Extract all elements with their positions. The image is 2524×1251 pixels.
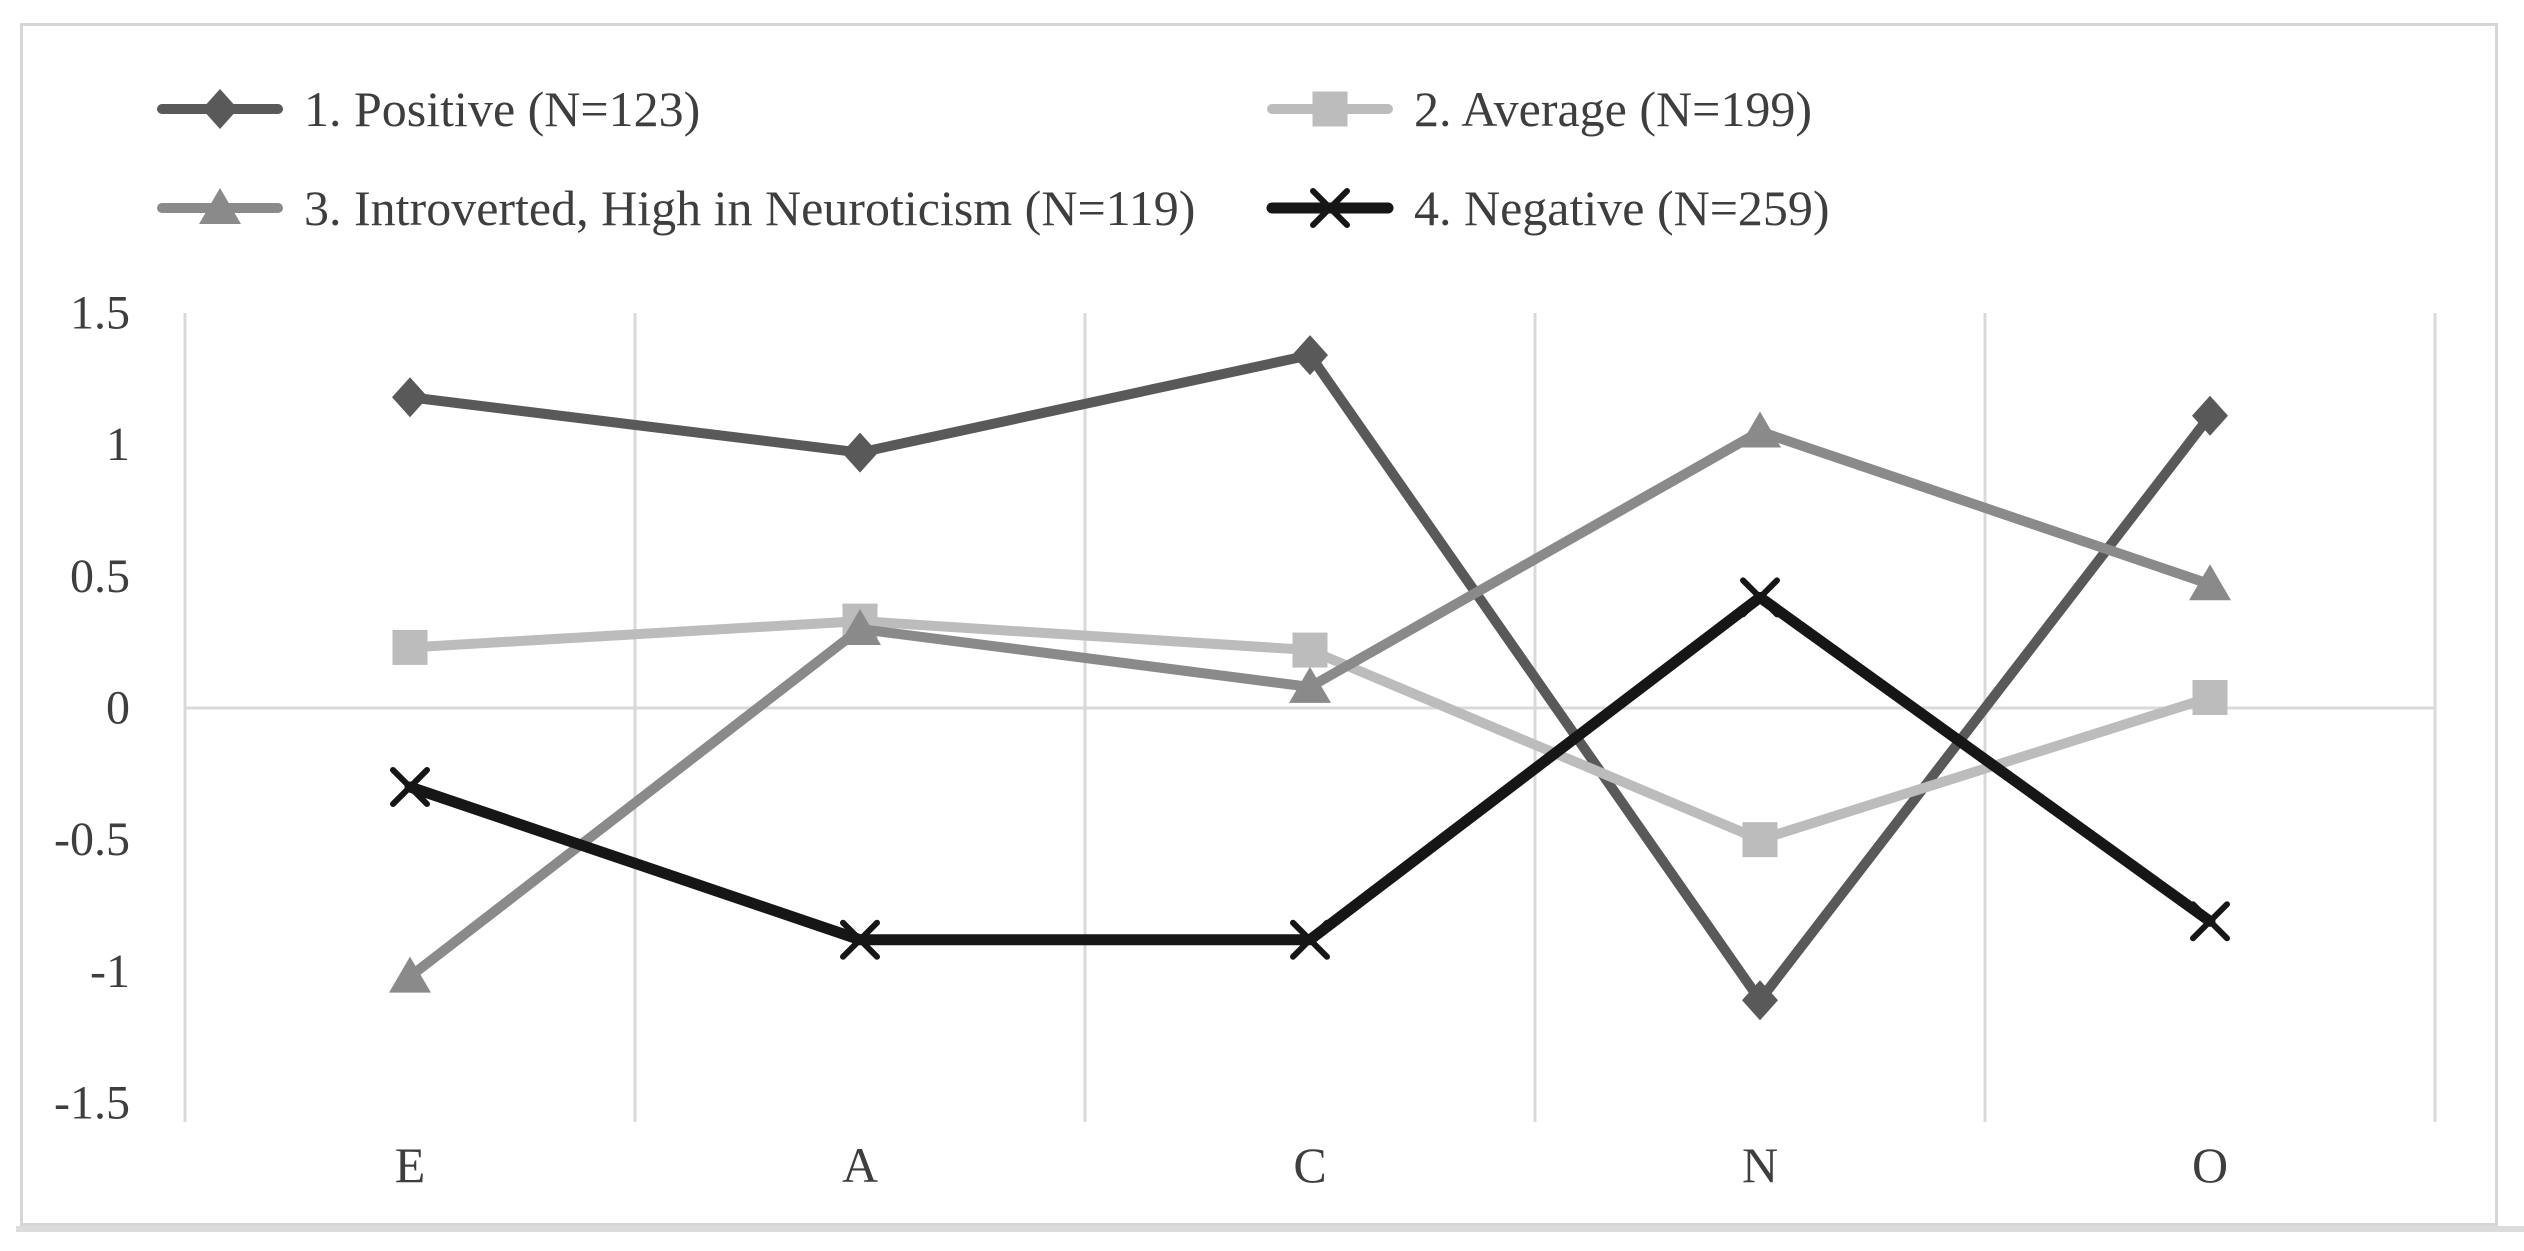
- triangle-marker-s3: [839, 609, 881, 645]
- series-4: [390, 577, 2230, 960]
- legend-label: 3. Introverted, High in Neuroticism (N=1…: [304, 180, 1195, 236]
- y-tick-label: -1.5: [54, 1077, 130, 1130]
- series-3: [389, 411, 2231, 993]
- series-line-3: [405, 426, 2215, 982]
- y-tick-label: -1: [90, 945, 130, 998]
- bottom-rule: [16, 1226, 2524, 1232]
- diamond-marker-legend: [202, 89, 238, 129]
- legend-label: 4. Negative (N=259): [1414, 180, 1830, 236]
- x-category-label: C: [1293, 1137, 1326, 1193]
- x-marker-s4: [840, 919, 880, 960]
- square-marker-s2: [1742, 822, 1778, 858]
- x-category-label: O: [2192, 1137, 2228, 1193]
- square-marker-s2: [2192, 679, 2228, 715]
- x-marker-s4: [2190, 901, 2230, 942]
- diamond-marker-s1: [2192, 395, 2228, 436]
- triangle-marker-s3: [1739, 411, 1781, 448]
- triangle-marker-legend: [199, 188, 241, 224]
- triangle-marker-s3: [1289, 666, 1331, 703]
- square-marker-legend: [1312, 91, 1348, 127]
- y-tick-label: 0.5: [70, 550, 130, 603]
- legend-label: 1. Positive (N=123): [304, 81, 700, 137]
- diamond-marker-s1: [1742, 980, 1778, 1021]
- y-tick-label: 0: [106, 682, 130, 735]
- x-category-label: E: [395, 1137, 426, 1193]
- y-tick-label: 1: [106, 418, 130, 471]
- legend-item-2: 2. Average (N=199): [1267, 81, 1812, 137]
- legend-item-1: 1. Positive (N=123): [157, 81, 700, 137]
- triangle-marker-s3: [2189, 564, 2231, 601]
- x-marker-legend: [1310, 188, 1350, 228]
- triangle-marker-s3: [389, 956, 431, 993]
- square-marker-s2: [392, 629, 428, 665]
- legend-item-4: 4. Negative (N=259): [1266, 180, 1830, 236]
- y-tick-label: -0.5: [54, 813, 130, 866]
- series-1: [392, 335, 2228, 1021]
- square-marker-s2: [1292, 632, 1328, 668]
- diamond-marker-s1: [1292, 335, 1328, 376]
- legend-item-3: 3. Introverted, High in Neuroticism (N=1…: [157, 180, 1195, 236]
- x-marker-s4: [1740, 577, 1780, 618]
- x-category-label: A: [842, 1137, 878, 1193]
- x-marker-s4: [390, 767, 430, 807]
- x-marker-s4: [1290, 919, 1330, 960]
- y-tick-label: 1.5: [70, 287, 130, 340]
- diamond-marker-s1: [392, 377, 428, 418]
- diamond-marker-s1: [842, 432, 878, 473]
- legend-label: 2. Average (N=199): [1414, 81, 1812, 137]
- x-category-label: N: [1742, 1137, 1778, 1193]
